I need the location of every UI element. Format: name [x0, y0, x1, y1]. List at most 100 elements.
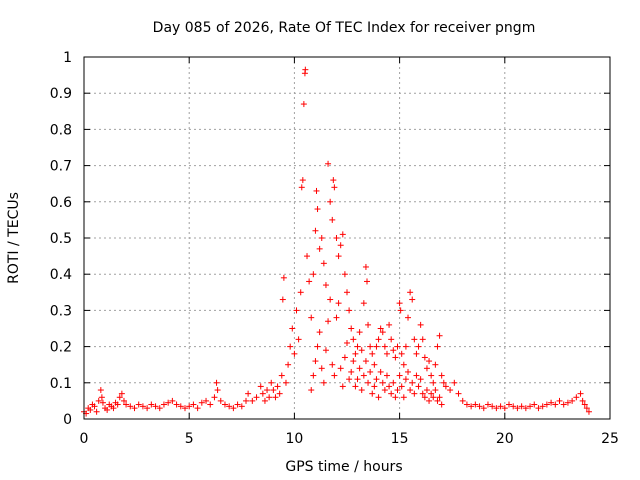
data-point [409, 296, 416, 303]
data-point [397, 307, 404, 314]
data-point [438, 372, 445, 379]
data-point [365, 379, 372, 386]
data-point [379, 329, 386, 336]
data-point [371, 383, 378, 390]
data-point [409, 379, 416, 386]
data-point [432, 387, 439, 394]
data-point [459, 397, 466, 404]
data-point [381, 343, 388, 350]
y-tick-label: 0.6 [50, 195, 72, 211]
data-point [322, 347, 329, 354]
data-point [436, 332, 443, 339]
data-point [360, 300, 367, 307]
data-point [358, 387, 365, 394]
data-point [320, 260, 327, 267]
y-tick-label: 0 [63, 412, 72, 428]
data-point [426, 397, 433, 404]
data-point [400, 394, 407, 401]
data-point [304, 253, 311, 260]
data-point [390, 347, 397, 354]
data-point [322, 282, 329, 289]
data-point [402, 343, 409, 350]
data-point [310, 372, 317, 379]
data-point [310, 271, 317, 278]
data-point [213, 379, 220, 386]
y-tick-label: 0.4 [50, 267, 72, 283]
data-point [356, 365, 363, 372]
data-point [118, 390, 125, 397]
data-point [261, 397, 268, 404]
data-point [295, 336, 302, 343]
data-point [348, 368, 355, 375]
data-point [274, 383, 281, 390]
data-point [314, 343, 321, 350]
data-point [430, 394, 437, 401]
data-point [413, 372, 420, 379]
data-point [203, 397, 210, 404]
data-point [278, 372, 285, 379]
data-point [415, 343, 422, 350]
data-point [352, 383, 359, 390]
y-axis-ticks: 0 0.1 0.2 0.3 0.4 0.5 0.6 0.7 0.8 0.9 1 [50, 50, 610, 428]
data-point [579, 397, 586, 404]
data-point [87, 406, 94, 413]
data-point [214, 387, 221, 394]
data-point [165, 399, 172, 406]
y-tick-label: 0.9 [50, 86, 72, 102]
data-point [583, 405, 590, 412]
data-point [548, 399, 555, 406]
data-point [139, 403, 146, 410]
data-point [312, 227, 319, 234]
data-point [360, 372, 367, 379]
data-point [221, 401, 228, 408]
data-point [325, 160, 332, 167]
data-point [306, 278, 313, 285]
data-point [339, 231, 346, 238]
chart-title: Day 085 of 2026, Rate Of TEC Index for r… [153, 20, 536, 36]
y-tick-label: 0.8 [50, 122, 72, 138]
y-tick-label: 0.2 [50, 340, 72, 356]
data-point [120, 397, 127, 404]
data-point [114, 401, 121, 408]
data-point [386, 383, 393, 390]
grid-lines [84, 57, 610, 419]
data-point [230, 405, 237, 412]
data-point [356, 329, 363, 336]
data-point [160, 401, 167, 408]
data-point [297, 289, 304, 296]
data-point [390, 379, 397, 386]
data-point [451, 379, 458, 386]
data-point [375, 336, 382, 343]
data-point [573, 394, 580, 401]
data-point [279, 296, 286, 303]
x-tick-label: 15 [391, 431, 409, 447]
data-point [287, 343, 294, 350]
data-point [314, 206, 321, 213]
data-point [333, 314, 340, 321]
x-tick-label: 10 [285, 431, 303, 447]
data-point [135, 401, 142, 408]
data-point [337, 242, 344, 249]
data-point [354, 376, 361, 383]
data-point [253, 394, 260, 401]
data-point [362, 263, 369, 270]
data-point [346, 376, 353, 383]
data-point [152, 403, 159, 410]
data-point [194, 405, 201, 412]
data-point [211, 394, 218, 401]
data-point [417, 376, 424, 383]
data-point [365, 321, 372, 328]
y-tick-label: 1 [63, 50, 72, 66]
data-point [455, 390, 462, 397]
data-point [173, 401, 180, 408]
data-point [377, 325, 384, 332]
data-point [369, 390, 376, 397]
data-point [552, 401, 559, 408]
data-point [268, 379, 275, 386]
y-tick-label: 0.1 [50, 376, 72, 392]
x-axis-ticks: 0 5 10 15 20 25 [80, 57, 619, 447]
data-point [434, 397, 441, 404]
data-point [169, 397, 176, 404]
data-point [308, 314, 315, 321]
